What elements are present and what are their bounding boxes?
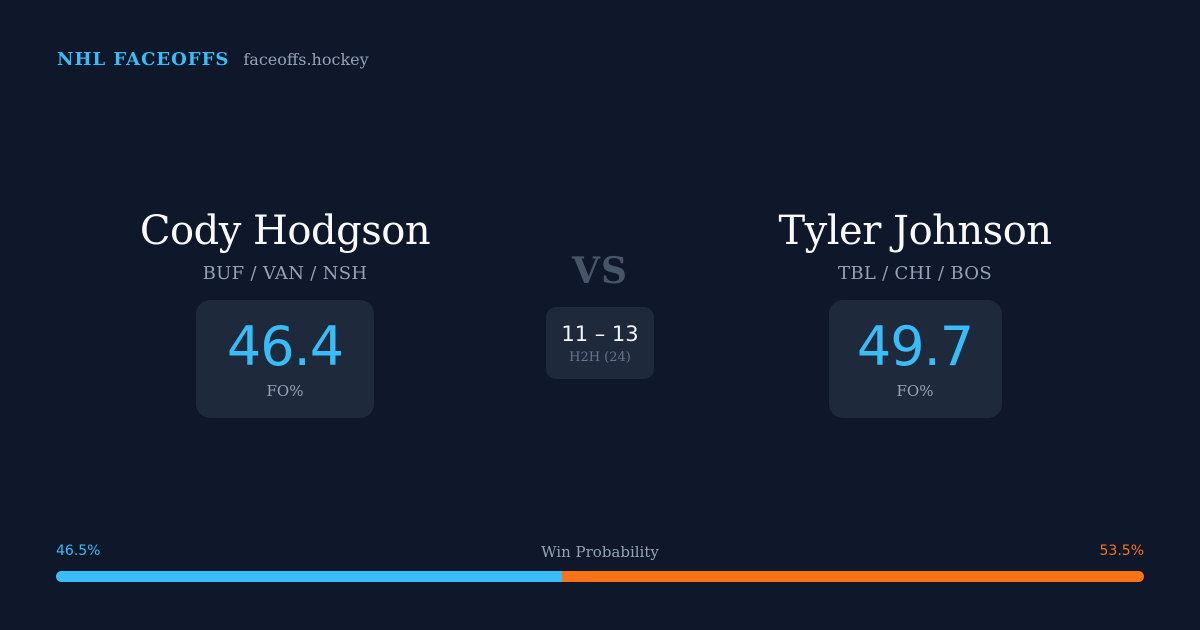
head-to-head-score: 11 – 13 — [561, 322, 639, 346]
win-probability: 46.5% Win Probability 53.5% — [56, 543, 1144, 582]
player-left-faceoff-label: FO% — [266, 382, 304, 400]
win-probability-title: Win Probability — [541, 543, 659, 561]
player-right-faceoff-card: 49.7 FO% — [828, 300, 1002, 418]
player-right-faceoff-value: 49.7 — [856, 315, 974, 378]
head-to-head-label: H2H (24) — [569, 350, 631, 365]
brand-domain: faceoffs.hockey — [243, 50, 369, 69]
player-left-name: Cody Hodgson — [139, 208, 431, 254]
brand-title: NHL FACEOFFS — [57, 49, 230, 70]
player-left: Cody Hodgson BUF / VAN / NSH 46.4 FO% — [85, 205, 485, 418]
player-left-faceoff-card: 46.4 FO% — [196, 300, 374, 418]
win-probability-labels: 46.5% Win Probability 53.5% — [56, 543, 1144, 563]
win-probability-bar — [56, 571, 1144, 582]
player-left-teams: BUF / VAN / NSH — [202, 263, 368, 284]
head-to-head-card: 11 – 13 H2H (24) — [546, 307, 654, 379]
player-left-faceoff-value: 46.4 — [226, 315, 344, 378]
win-probability-bar-left — [56, 571, 562, 582]
versus-label: VS — [572, 250, 628, 292]
player-right: Tyler Johnson TBL / CHI / BOS 49.7 FO% — [715, 205, 1115, 418]
win-probability-bar-right — [561, 571, 1144, 582]
brand-header: NHL FACEOFFS faceoffs.hockey — [57, 49, 369, 70]
player-right-name: Tyler Johnson — [778, 208, 1052, 254]
win-probability-left-value: 46.5% — [56, 543, 101, 559]
player-right-teams: TBL / CHI / BOS — [838, 263, 992, 284]
win-probability-right-value: 53.5% — [1099, 543, 1144, 559]
player-right-faceoff-label: FO% — [896, 382, 934, 400]
